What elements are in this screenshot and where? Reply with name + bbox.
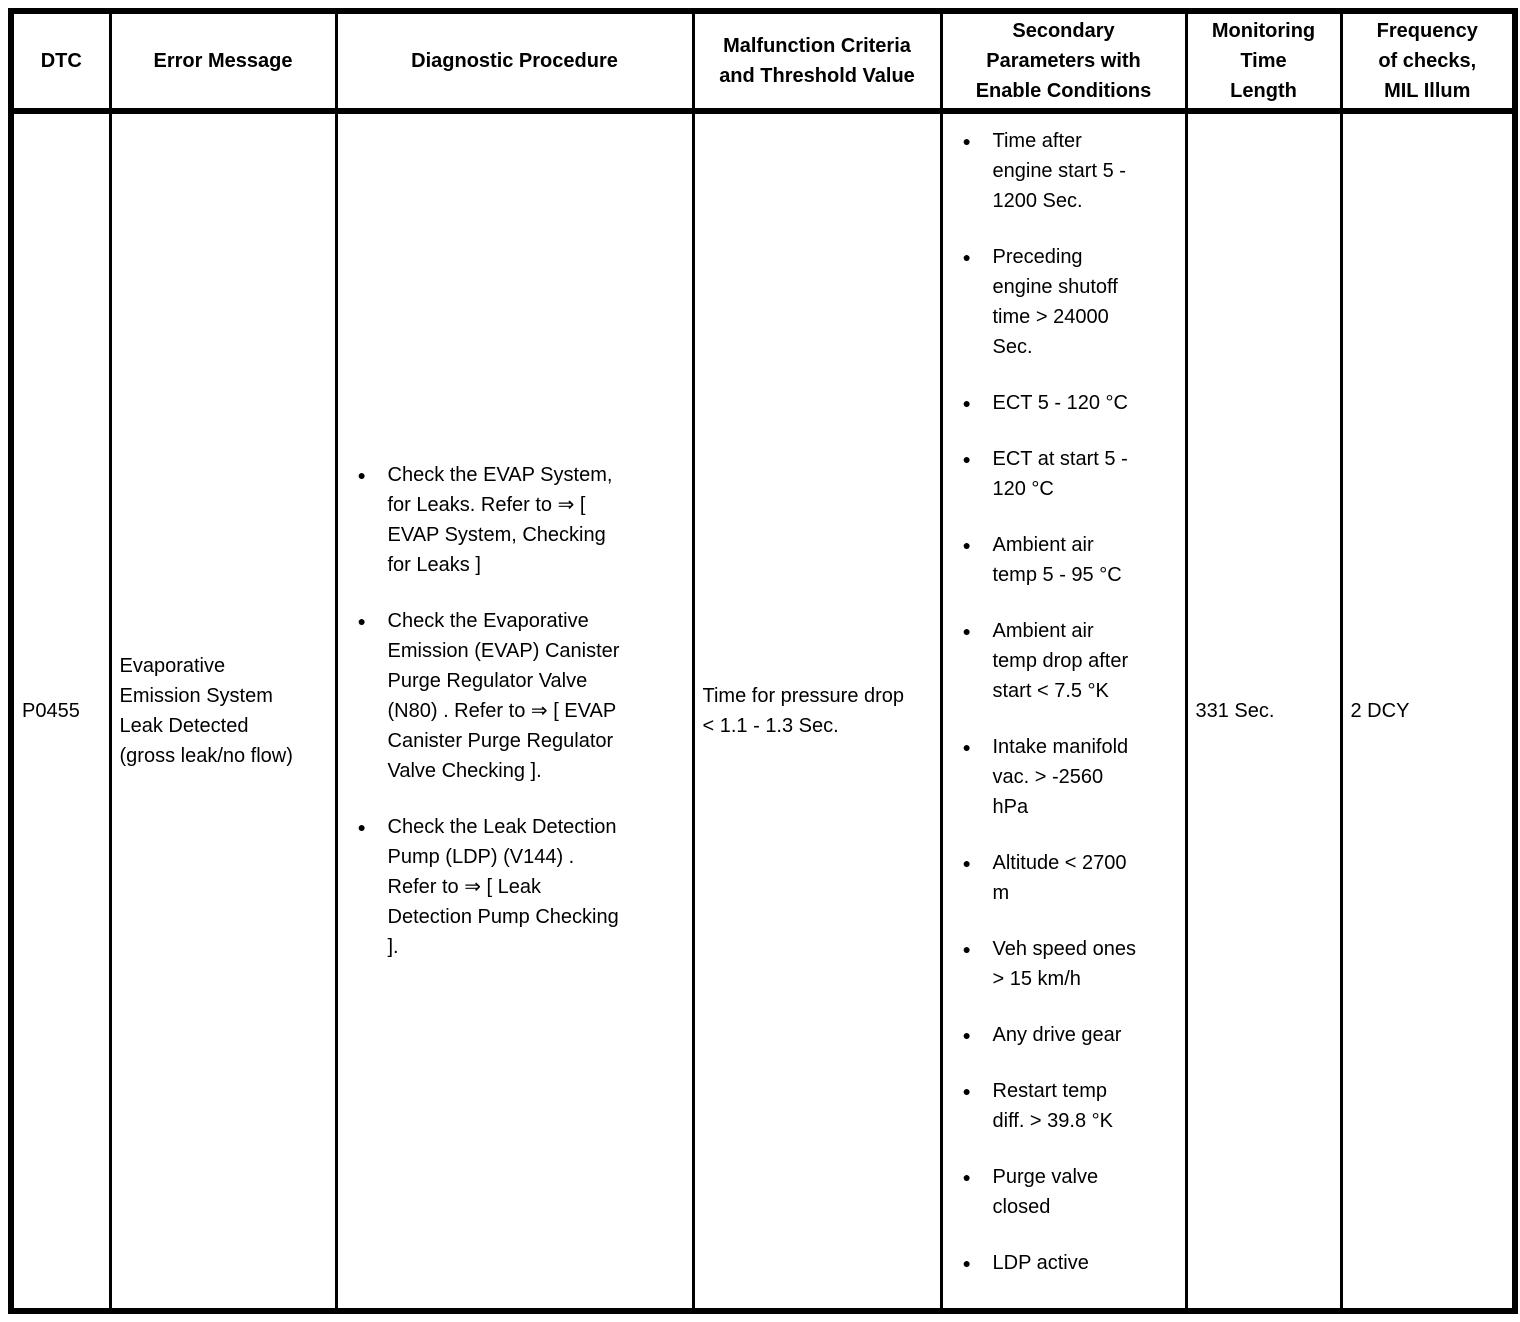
- col-header-frequency: Frequency of checks, MIL Illum: [1339, 9, 1517, 114]
- bullet-icon: ●: [962, 249, 971, 265]
- bullet-item: ● Restart temp diff. > 39.8 °K: [963, 1076, 1179, 1136]
- bullet-icon: ●: [962, 941, 971, 957]
- bullet-item: ● Preceding engine shutoff time > 24000 S…: [963, 242, 1179, 362]
- bullet-item: ● Veh speed ones > 15 km/h: [963, 934, 1179, 994]
- bullet-item: ● Check the Evaporative Emission (EVAP) C…: [358, 606, 686, 786]
- bullet-item: ● ECT at start 5 - 120 °C: [963, 444, 1179, 504]
- bullet-icon: ●: [962, 1169, 971, 1185]
- table-header-row: DTC Error Message Diagnostic Procedure M…: [9, 9, 1517, 114]
- bullet-text: Ambient air temp 5 - 95 °C: [992, 534, 1122, 586]
- col-header-secondary-parameters: Secondary Parameters with Enable Conditi…: [939, 9, 1188, 114]
- bullet-text: Altitude < 2700 m: [992, 852, 1127, 904]
- cell-error-message: Evaporative Emission System Leak Detecte…: [108, 109, 338, 1313]
- col-header-label: DTC: [40, 50, 82, 72]
- bullet-item: ● Check the EVAP System, for Leaks. Refer…: [358, 460, 686, 580]
- bullet-text: Check the EVAP System, for Leaks. Refer …: [387, 464, 613, 576]
- bullet-item: ● LDP active: [963, 1248, 1179, 1278]
- bullet-text: Time after engine start 5 - 1200 Sec.: [992, 130, 1126, 212]
- bullet-text: Intake manifold vac. > -2560 hPa: [992, 736, 1129, 818]
- bullet-item: ● Check the Leak Detection Pump (LDP) (V1…: [358, 812, 686, 962]
- bullet-icon: ●: [962, 1255, 971, 1271]
- bullet-icon: ●: [962, 451, 971, 467]
- bullet-icon: ●: [962, 537, 971, 553]
- bullet-icon: ●: [962, 395, 971, 411]
- bullet-item: ● Altitude < 2700 m: [963, 848, 1179, 908]
- bullet-text: ECT at start 5 - 120 °C: [992, 448, 1128, 500]
- cell-diagnostic-procedure: ● Check the EVAP System, for Leaks. Refer…: [334, 109, 695, 1313]
- bullet-text: LDP active: [992, 1252, 1089, 1274]
- dtc-table: DTC Error Message Diagnostic Procedure M…: [8, 8, 1518, 1314]
- col-header-malfunction-criteria: Malfunction Criteria and Threshold Value: [691, 9, 943, 114]
- col-header-label: Frequency of checks, MIL Illum: [1376, 20, 1478, 102]
- col-header-label: Malfunction Criteria and Threshold Value: [719, 35, 915, 87]
- bullet-text: ECT 5 - 120 °C: [992, 392, 1128, 414]
- cell-frequency: 2 DCY: [1339, 109, 1517, 1313]
- bullet-item: ● ECT 5 - 120 °C: [963, 388, 1179, 418]
- bullet-text: Preceding engine shutoff time > 24000 Se…: [992, 246, 1118, 358]
- col-header-monitoring-time: Monitoring Time Length: [1184, 9, 1343, 114]
- secondary-parameters-list: ● Time after engine start 5 - 1200 Sec. ● P…: [963, 126, 1179, 1278]
- bullet-text: Veh speed ones > 15 km/h: [992, 938, 1136, 990]
- col-header-label: Diagnostic Procedure: [411, 50, 618, 72]
- col-header-error-message: Error Message: [108, 9, 338, 114]
- bullet-icon: ●: [962, 623, 971, 639]
- bullet-text: Check the Evaporative Emission (EVAP) Ca…: [387, 610, 620, 782]
- cell-dtc: P0455: [9, 109, 112, 1313]
- bullet-item: ● Any drive gear: [963, 1020, 1179, 1050]
- bullet-text: Ambient air temp drop after start < 7.5 …: [992, 620, 1129, 702]
- bullet-item: ● Purge valve closed: [963, 1162, 1179, 1222]
- col-header-diagnostic-procedure: Diagnostic Procedure: [334, 9, 695, 114]
- bullet-icon: ●: [357, 819, 366, 835]
- bullet-icon: ●: [357, 613, 366, 629]
- bullet-text: Any drive gear: [992, 1024, 1122, 1046]
- bullet-icon: ●: [962, 739, 971, 755]
- bullet-icon: ●: [962, 1083, 971, 1099]
- cell-secondary-parameters: ● Time after engine start 5 - 1200 Sec. ● P…: [939, 109, 1188, 1313]
- bullet-item: ● Ambient air temp drop after start < 7.5…: [963, 616, 1179, 706]
- frequency-text: 2 DCY: [1350, 700, 1410, 722]
- error-message-text: Evaporative Emission System Leak Detecte…: [119, 655, 293, 767]
- bullet-text: Purge valve closed: [992, 1166, 1099, 1218]
- bullet-item: ● Intake manifold vac. > -2560 hPa: [963, 732, 1179, 822]
- cell-monitoring-time: 331 Sec.: [1184, 109, 1343, 1313]
- bullet-text: Restart temp diff. > 39.8 °K: [992, 1080, 1114, 1132]
- monitoring-time-text: 331 Sec.: [1195, 700, 1275, 722]
- diagnostic-procedure-list: ● Check the EVAP System, for Leaks. Refer…: [358, 460, 686, 962]
- col-header-label: Secondary Parameters with Enable Conditi…: [975, 20, 1152, 102]
- table-row: P0455 Evaporative Emission System Leak D…: [9, 109, 1517, 1313]
- bullet-item: ● Ambient air temp 5 - 95 °C: [963, 530, 1179, 590]
- bullet-item: ● Time after engine start 5 - 1200 Sec.: [963, 126, 1179, 216]
- bullet-text: Check the Leak Detection Pump (LDP) (V14…: [387, 816, 619, 958]
- dtc-code: P0455: [22, 700, 80, 722]
- col-header-label: Error Message: [153, 50, 293, 72]
- cell-malfunction-criteria: Time for pressure drop < 1.1 - 1.3 Sec.: [691, 109, 943, 1313]
- bullet-icon: ●: [962, 133, 971, 149]
- malfunction-criteria-text: Time for pressure drop < 1.1 - 1.3 Sec.: [702, 685, 905, 737]
- bullet-icon: ●: [962, 1027, 971, 1043]
- bullet-icon: ●: [962, 855, 971, 871]
- col-header-label: Monitoring Time Length: [1211, 20, 1316, 102]
- bullet-icon: ●: [357, 467, 366, 483]
- col-header-dtc: DTC: [9, 9, 112, 114]
